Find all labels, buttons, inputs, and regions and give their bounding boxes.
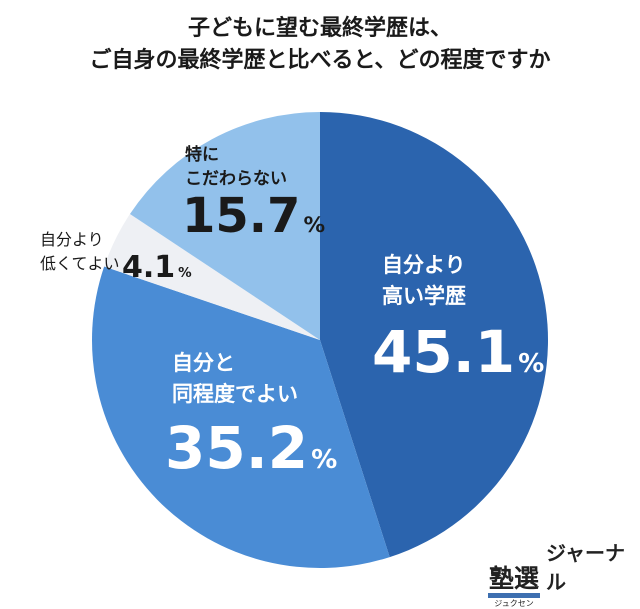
unit: %	[303, 213, 326, 238]
chart-title-line-1: 子どもに望む最終学歴は、	[187, 16, 452, 41]
value: 45.1	[372, 318, 516, 386]
slice-label-line: 同程度でよい	[172, 382, 298, 406]
unit: %	[518, 349, 545, 379]
slice-label-no-preference: 特に こだわらない	[185, 143, 287, 191]
slice-label-line: 自分より	[40, 230, 104, 249]
slice-same	[91, 266, 390, 568]
unit: %	[311, 445, 338, 475]
value: 4.1	[122, 250, 176, 285]
value: 15.7	[182, 188, 301, 244]
slice-no-preference	[129, 112, 320, 340]
slice-label-line: 自分より	[382, 253, 466, 277]
logo-suffix: ジャーナル	[546, 541, 625, 594]
logo-main: 塾選	[488, 564, 539, 593]
slice-label-line: こだわらない	[185, 169, 287, 189]
slice-label-line: 高い学歴	[382, 284, 466, 308]
slice-label-high: 自分より 高い学歴	[382, 250, 466, 312]
value: 35.2	[165, 414, 309, 482]
slice-label-line: 低くてよい	[40, 254, 120, 273]
logo-kana: ジュクセン	[494, 599, 534, 608]
slice-lower	[104, 214, 320, 340]
slice-label-low: 自分より 低くてよい	[40, 228, 120, 276]
slice-value-same: 35.2%	[165, 414, 337, 482]
slice-value-no-preference: 15.7%	[182, 188, 325, 244]
slice-label-same: 自分と 同程度でよい	[172, 348, 298, 410]
slice-value-high: 45.1%	[372, 318, 544, 386]
juku-sen-journal-logo: 塾選 ジュクセン ジャーナル	[488, 537, 640, 609]
slice-label-line: 自分と	[172, 351, 235, 375]
slice-label-line: 特に	[185, 145, 219, 165]
chart-title-line-2: ご自身の最終学歴と比べると、どの程度ですか	[89, 48, 551, 73]
unit: %	[178, 265, 192, 281]
slice-value-low: 4.1%	[122, 250, 192, 285]
slice-higher	[320, 112, 548, 558]
logo-pencil-bar	[488, 593, 540, 598]
